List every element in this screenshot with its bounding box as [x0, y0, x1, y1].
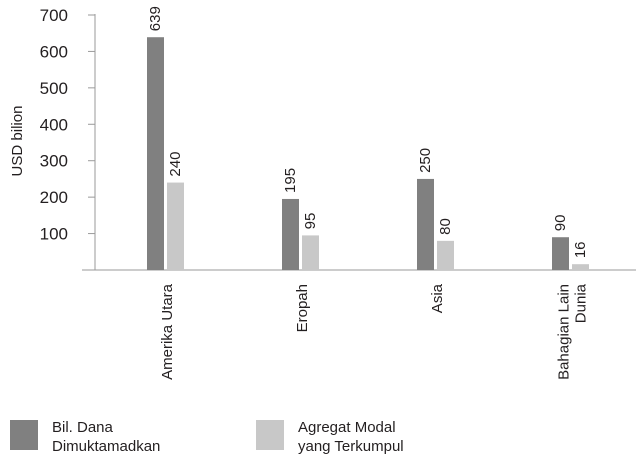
legend-item-funds-closed: Bil. Dana Dimuktamadkan [10, 418, 160, 456]
y-tick-label: 600 [40, 42, 68, 61]
category-label: Bahagian LainDunia [556, 283, 590, 380]
category-labels: Amerika Utara Eropah Asia Bahagian LainDuni… [159, 283, 590, 380]
bar [147, 37, 164, 271]
value-label: 95 [302, 213, 319, 230]
value-label: 90 [552, 215, 569, 232]
value-label: 16 [572, 241, 589, 258]
value-labels: 639 195 250 90 240 95 80 16 [147, 6, 589, 258]
value-label: 250 [417, 148, 434, 173]
y-tick-label: 700 [40, 6, 68, 25]
y-tick-label: 100 [40, 225, 68, 244]
bar [552, 237, 569, 270]
y-tick-label: 500 [40, 79, 68, 98]
y-tick-label: 400 [40, 115, 68, 134]
value-label: 639 [147, 6, 164, 31]
value-label: 80 [437, 218, 454, 235]
category-label: Amerika Utara [159, 283, 176, 380]
category-label: Eropah [294, 284, 311, 332]
value-label: 195 [282, 168, 299, 193]
value-label: 240 [167, 152, 184, 177]
legend-label-funds-closed: Bil. Dana Dimuktamadkan [52, 419, 161, 455]
bar [417, 178, 434, 270]
bar [282, 198, 299, 270]
category-label: Asia [429, 283, 446, 313]
legend-item-capital-raised: Agregat Modal yang Terkumpul [256, 418, 404, 456]
bar [572, 264, 589, 270]
legend-swatch-capital-raised [256, 420, 284, 450]
bar [167, 182, 184, 270]
legend-swatch-funds-closed [10, 420, 38, 450]
bar [302, 235, 319, 270]
bars [147, 37, 589, 271]
y-tick-label: 300 [40, 152, 68, 171]
y-axis-title: USD bilion [9, 106, 26, 177]
y-tick-label: 200 [40, 188, 68, 207]
y-axis-ticks: 100 200 300 400 500 600 700 [40, 6, 95, 244]
legend-label-capital-raised: Agregat Modal yang Terkumpul [298, 419, 404, 455]
bar [437, 240, 454, 270]
